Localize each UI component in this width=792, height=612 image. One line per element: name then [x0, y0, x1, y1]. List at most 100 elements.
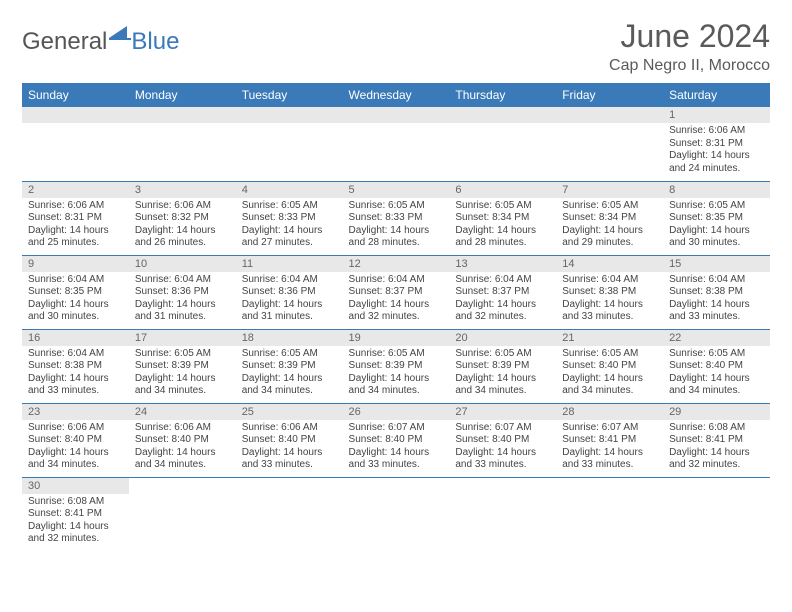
- dayheader-wed: Wednesday: [343, 83, 450, 107]
- day-number: 11: [236, 256, 343, 272]
- sunrise: Sunrise: 6:06 AM: [242, 422, 337, 435]
- daylight-line2: and 33 minutes.: [349, 459, 444, 472]
- day-number: 26: [343, 404, 450, 420]
- logo-text-general: General: [22, 28, 107, 56]
- sunrise: Sunrise: 6:06 AM: [135, 422, 230, 435]
- daylight-line1: Daylight: 14 hours: [349, 299, 444, 312]
- calendar-cell: 8Sunrise: 6:05 AMSunset: 8:35 PMDaylight…: [663, 181, 770, 255]
- daylight-line1: Daylight: 14 hours: [28, 299, 123, 312]
- sunset: Sunset: 8:37 PM: [349, 286, 444, 299]
- sunset: Sunset: 8:40 PM: [349, 434, 444, 447]
- sunrise: Sunrise: 6:07 AM: [455, 422, 550, 435]
- day-content: Sunrise: 6:06 AMSunset: 8:32 PMDaylight:…: [129, 198, 236, 254]
- day-content: Sunrise: 6:06 AMSunset: 8:31 PMDaylight:…: [663, 123, 770, 179]
- sunset: Sunset: 8:35 PM: [669, 212, 764, 225]
- daylight-line2: and 26 minutes.: [135, 237, 230, 250]
- sunrise: Sunrise: 6:05 AM: [242, 348, 337, 361]
- sunset: Sunset: 8:36 PM: [242, 286, 337, 299]
- day-content: Sunrise: 6:06 AMSunset: 8:40 PMDaylight:…: [22, 420, 129, 476]
- calendar-cell: [129, 477, 236, 551]
- calendar-cell: 4Sunrise: 6:05 AMSunset: 8:33 PMDaylight…: [236, 181, 343, 255]
- day-number: 16: [22, 330, 129, 346]
- sunset: Sunset: 8:35 PM: [28, 286, 123, 299]
- sunrise: Sunrise: 6:04 AM: [562, 274, 657, 287]
- day-content: Sunrise: 6:06 AMSunset: 8:40 PMDaylight:…: [129, 420, 236, 476]
- day-number: 8: [663, 182, 770, 198]
- day-number: 15: [663, 256, 770, 272]
- day-number: [556, 107, 663, 123]
- calendar-cell: 14Sunrise: 6:04 AMSunset: 8:38 PMDayligh…: [556, 255, 663, 329]
- location: Cap Negro II, Morocco: [609, 57, 770, 75]
- day-number: 6: [449, 182, 556, 198]
- day-content: Sunrise: 6:05 AMSunset: 8:33 PMDaylight:…: [343, 198, 450, 254]
- sunset: Sunset: 8:38 PM: [28, 360, 123, 373]
- calendar: Sunday Monday Tuesday Wednesday Thursday…: [22, 83, 770, 551]
- sunset: Sunset: 8:39 PM: [349, 360, 444, 373]
- day-content: Sunrise: 6:04 AMSunset: 8:36 PMDaylight:…: [236, 272, 343, 328]
- sunset: Sunset: 8:40 PM: [562, 360, 657, 373]
- sunrise: Sunrise: 6:04 AM: [669, 274, 764, 287]
- sunset: Sunset: 8:39 PM: [455, 360, 550, 373]
- daylight-line1: Daylight: 14 hours: [669, 299, 764, 312]
- sunrise: Sunrise: 6:04 AM: [455, 274, 550, 287]
- sunset: Sunset: 8:39 PM: [135, 360, 230, 373]
- day-number: [343, 478, 450, 494]
- day-content: [236, 494, 343, 500]
- calendar-cell: 17Sunrise: 6:05 AMSunset: 8:39 PMDayligh…: [129, 329, 236, 403]
- daylight-line1: Daylight: 14 hours: [455, 225, 550, 238]
- calendar-cell: 24Sunrise: 6:06 AMSunset: 8:40 PMDayligh…: [129, 403, 236, 477]
- calendar-cell: 3Sunrise: 6:06 AMSunset: 8:32 PMDaylight…: [129, 181, 236, 255]
- sunset: Sunset: 8:41 PM: [562, 434, 657, 447]
- day-content: [449, 494, 556, 500]
- daylight-line1: Daylight: 14 hours: [135, 373, 230, 386]
- sunrise: Sunrise: 6:06 AM: [669, 125, 764, 138]
- calendar-cell: 11Sunrise: 6:04 AMSunset: 8:36 PMDayligh…: [236, 255, 343, 329]
- sunrise: Sunrise: 6:05 AM: [349, 348, 444, 361]
- sunrise: Sunrise: 6:04 AM: [135, 274, 230, 287]
- day-content: Sunrise: 6:08 AMSunset: 8:41 PMDaylight:…: [22, 494, 129, 550]
- daylight-line1: Daylight: 14 hours: [28, 447, 123, 460]
- calendar-cell: [129, 107, 236, 181]
- logo: General Blue: [22, 24, 179, 59]
- sunrise: Sunrise: 6:04 AM: [242, 274, 337, 287]
- day-content: [663, 494, 770, 500]
- day-content: Sunrise: 6:07 AMSunset: 8:40 PMDaylight:…: [449, 420, 556, 476]
- calendar-cell: [556, 107, 663, 181]
- calendar-cell: 13Sunrise: 6:04 AMSunset: 8:37 PMDayligh…: [449, 255, 556, 329]
- calendar-cell: 21Sunrise: 6:05 AMSunset: 8:40 PMDayligh…: [556, 329, 663, 403]
- day-number: 22: [663, 330, 770, 346]
- daylight-line2: and 28 minutes.: [349, 237, 444, 250]
- sunset: Sunset: 8:37 PM: [455, 286, 550, 299]
- daylight-line1: Daylight: 14 hours: [562, 299, 657, 312]
- daylight-line2: and 24 minutes.: [669, 163, 764, 176]
- day-content: [449, 123, 556, 129]
- sunset: Sunset: 8:40 PM: [669, 360, 764, 373]
- day-content: Sunrise: 6:05 AMSunset: 8:39 PMDaylight:…: [129, 346, 236, 402]
- day-number: 4: [236, 182, 343, 198]
- dayheader-sat: Saturday: [663, 83, 770, 107]
- sunset: Sunset: 8:41 PM: [28, 508, 123, 521]
- calendar-cell: [236, 477, 343, 551]
- daylight-line1: Daylight: 14 hours: [242, 447, 337, 460]
- daylight-line2: and 33 minutes.: [242, 459, 337, 472]
- daylight-line1: Daylight: 14 hours: [242, 299, 337, 312]
- daylight-line2: and 32 minutes.: [28, 533, 123, 546]
- daylight-line1: Daylight: 14 hours: [455, 447, 550, 460]
- sunrise: Sunrise: 6:05 AM: [669, 200, 764, 213]
- calendar-cell: 25Sunrise: 6:06 AMSunset: 8:40 PMDayligh…: [236, 403, 343, 477]
- daylight-line2: and 34 minutes.: [135, 459, 230, 472]
- day-content: Sunrise: 6:07 AMSunset: 8:41 PMDaylight:…: [556, 420, 663, 476]
- sunset: Sunset: 8:40 PM: [242, 434, 337, 447]
- sunrise: Sunrise: 6:07 AM: [562, 422, 657, 435]
- day-number: [236, 107, 343, 123]
- daylight-line1: Daylight: 14 hours: [455, 373, 550, 386]
- calendar-cell: [449, 107, 556, 181]
- sunrise: Sunrise: 6:05 AM: [455, 200, 550, 213]
- daylight-line1: Daylight: 14 hours: [669, 447, 764, 460]
- calendar-cell: 6Sunrise: 6:05 AMSunset: 8:34 PMDaylight…: [449, 181, 556, 255]
- calendar-cell: [236, 107, 343, 181]
- sunrise: Sunrise: 6:07 AM: [349, 422, 444, 435]
- day-content: [129, 123, 236, 129]
- title-block: June 2024 Cap Negro II, Morocco: [609, 18, 770, 75]
- sunset: Sunset: 8:40 PM: [135, 434, 230, 447]
